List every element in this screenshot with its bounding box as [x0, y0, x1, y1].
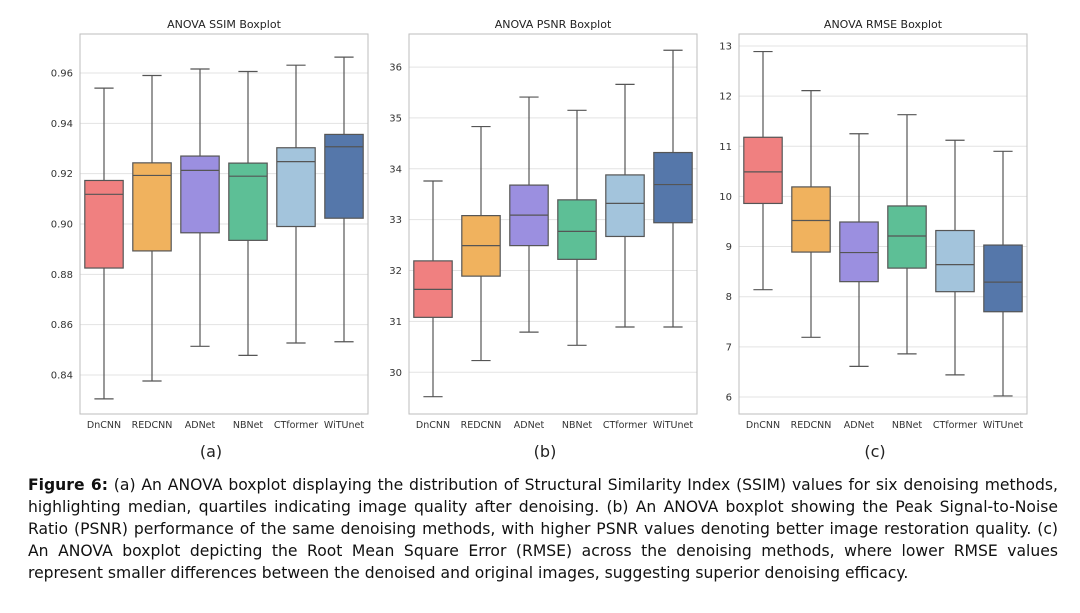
iqr-box [791, 186, 831, 253]
box-witunet [983, 150, 1023, 397]
box-dncnn [84, 87, 124, 400]
iqr-box [557, 199, 597, 260]
y-tick-label: 0.86 [51, 320, 73, 331]
iqr-box [605, 174, 645, 238]
iqr-box [132, 162, 172, 252]
rmse-svg: 6 7 8 9 10 11 12 13 DnCNN REDCNN ADNet NBNet CTforme… [719, 18, 1028, 431]
x-tick-label: NBNet [562, 420, 593, 431]
y-tick-label: 8 [726, 292, 732, 303]
y-tick-label: 7 [726, 342, 732, 353]
x-tick-label: REDCNN [461, 420, 502, 431]
iqr-box [887, 205, 927, 269]
x-tick-label: NBNet [892, 420, 923, 431]
iqr-box [324, 133, 364, 219]
y-tick-label: 30 [389, 368, 402, 379]
box-adnet [839, 133, 879, 367]
plot-frame [738, 33, 1028, 415]
iqr-box [743, 136, 783, 205]
y-tick-label: 0.94 [51, 119, 73, 130]
box-adnet [180, 68, 220, 347]
plot-frame [79, 33, 369, 415]
rmse-sub-label: (c) [864, 442, 886, 461]
x-tick-label: REDCNN [132, 420, 173, 431]
caption-text: (a) An ANOVA boxplot displaying the dist… [28, 476, 1059, 582]
y-tick-label: 11 [719, 142, 732, 153]
box-witunet [653, 49, 693, 328]
x-tick-label: CTformer [933, 420, 977, 431]
x-tick-label: WiTUnet [983, 420, 1023, 431]
x-tick-label: ADNet [185, 420, 216, 431]
y-tick-label: 13 [719, 42, 732, 53]
y-tick-label: 36 [389, 63, 402, 74]
x-tick-label: DnCNN [746, 420, 780, 431]
x-tick-label: CTformer [603, 420, 647, 431]
y-tick-label: 0.90 [51, 220, 73, 231]
box-nbnet [557, 109, 597, 346]
x-tick-label: WiTUnet [653, 420, 693, 431]
iqr-box [84, 179, 124, 269]
ssim-sub-label: (a) [199, 442, 223, 461]
box-ctformer [276, 64, 316, 344]
iqr-box [276, 147, 316, 228]
x-tick-label: REDCNN [791, 420, 832, 431]
box-redcnn [132, 74, 172, 382]
y-tick-label: 0.84 [51, 370, 73, 381]
y-tick-label: 31 [389, 317, 402, 328]
y-tick-label: 35 [389, 113, 402, 124]
y-tick-label: 0.96 [51, 69, 73, 80]
iqr-box [839, 221, 879, 283]
y-tick-label: 32 [389, 266, 402, 277]
ssim-boxplot-chart: 0.84 0.86 0.88 0.90 0.92 0.94 0.96 DnCNN REDCNN A… [51, 18, 369, 431]
psnr-sub-label: (b) [533, 442, 557, 461]
box-ctformer [935, 139, 975, 376]
box-adnet [509, 96, 549, 333]
plot-frame [408, 33, 698, 415]
figure-caption: Figure 6: (a) An ANOVA boxplot displayin… [28, 474, 1058, 584]
box-redcnn [791, 90, 831, 338]
box-redcnn [461, 125, 501, 362]
chart-title: ANOVA SSIM Boxplot [167, 18, 281, 31]
x-tick-label: ADNet [514, 420, 545, 431]
iqr-box [935, 229, 975, 293]
x-tick-label: NBNet [233, 420, 264, 431]
chart-title: ANOVA PSNR Boxplot [495, 18, 612, 31]
box-ctformer [605, 83, 645, 328]
iqr-box [180, 155, 220, 234]
box-nbnet [887, 114, 927, 355]
rmse-boxplot-chart: 6 7 8 9 10 11 12 13 DnCNN REDCNN ADNet NBNet CTforme… [719, 18, 1028, 431]
x-tick-label: WiTUnet [324, 420, 364, 431]
caption-label: Figure 6: [28, 476, 108, 494]
y-tick-label: 6 [726, 392, 732, 403]
psnr-svg: 30 31 32 33 34 35 36 DnCNN REDCNN ADNet NBNet CTfor… [389, 18, 698, 431]
psnr-boxplot-chart: 30 31 32 33 34 35 36 DnCNN REDCNN ADNet NBNet CTfor… [389, 18, 698, 431]
box-dncnn [743, 50, 783, 291]
box-witunet [324, 56, 364, 343]
x-tick-label: DnCNN [416, 420, 450, 431]
box-nbnet [228, 70, 268, 356]
iqr-box [983, 244, 1023, 313]
x-tick-label: CTformer [274, 420, 318, 431]
y-tick-label: 10 [719, 192, 732, 203]
y-tick-label: 33 [389, 215, 402, 226]
y-tick-label: 0.92 [51, 169, 73, 180]
ssim-svg: 0.84 0.86 0.88 0.90 0.92 0.94 0.96 DnCNN REDCNN A… [51, 18, 369, 431]
y-tick-label: 0.88 [51, 270, 73, 281]
y-tick-label: 9 [726, 242, 732, 253]
y-tick-label: 12 [719, 92, 732, 103]
x-tick-label: DnCNN [87, 420, 121, 431]
x-tick-label: ADNet [844, 420, 875, 431]
chart-title: ANOVA RMSE Boxplot [824, 18, 943, 31]
box-dncnn [413, 180, 453, 398]
y-tick-label: 34 [389, 164, 402, 175]
iqr-box [653, 151, 693, 224]
